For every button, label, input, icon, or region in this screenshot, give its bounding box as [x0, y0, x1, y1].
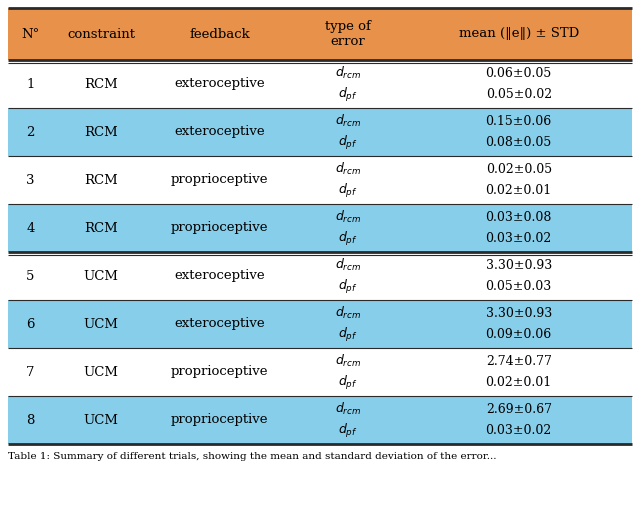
FancyBboxPatch shape: [8, 60, 632, 108]
Text: 6: 6: [26, 317, 35, 331]
Text: $d_{pf}$: $d_{pf}$: [338, 182, 358, 200]
Text: $d_{pf}$: $d_{pf}$: [338, 374, 358, 392]
Text: 3.30±0.93: 3.30±0.93: [486, 307, 552, 320]
Text: 2.74±0.77: 2.74±0.77: [486, 355, 552, 368]
FancyBboxPatch shape: [8, 300, 632, 348]
FancyBboxPatch shape: [8, 8, 632, 60]
Text: 7: 7: [26, 366, 35, 378]
Text: exteroceptive: exteroceptive: [175, 269, 265, 283]
FancyBboxPatch shape: [8, 204, 632, 252]
Text: exteroceptive: exteroceptive: [175, 77, 265, 91]
Text: $d_{pf}$: $d_{pf}$: [338, 134, 358, 152]
FancyBboxPatch shape: [8, 348, 632, 396]
Text: constraint: constraint: [67, 28, 135, 40]
Text: 2: 2: [26, 125, 35, 139]
FancyBboxPatch shape: [8, 396, 632, 444]
Text: $d_{rcm}$: $d_{rcm}$: [335, 66, 361, 81]
Text: 3.30±0.93: 3.30±0.93: [486, 259, 552, 272]
Text: UCM: UCM: [84, 414, 119, 426]
Text: 0.02±0.05: 0.02±0.05: [486, 163, 552, 176]
Text: 0.02±0.01: 0.02±0.01: [486, 184, 552, 197]
Text: $d_{pf}$: $d_{pf}$: [338, 421, 358, 440]
Text: exteroceptive: exteroceptive: [175, 317, 265, 331]
Text: proprioceptive: proprioceptive: [171, 366, 269, 378]
Text: 3: 3: [26, 174, 35, 186]
Text: $d_{rcm}$: $d_{rcm}$: [335, 161, 361, 178]
Text: 0.05±0.03: 0.05±0.03: [486, 280, 552, 293]
Text: 0.15±0.06: 0.15±0.06: [486, 115, 552, 128]
Text: $d_{pf}$: $d_{pf}$: [338, 278, 358, 295]
FancyBboxPatch shape: [8, 156, 632, 204]
Text: exteroceptive: exteroceptive: [175, 125, 265, 139]
FancyBboxPatch shape: [8, 252, 632, 300]
Text: proprioceptive: proprioceptive: [171, 174, 269, 186]
Text: 0.05±0.02: 0.05±0.02: [486, 88, 552, 101]
Text: $d_{rcm}$: $d_{rcm}$: [335, 401, 361, 417]
Text: 0.03±0.02: 0.03±0.02: [486, 232, 552, 245]
Text: N°: N°: [21, 28, 40, 40]
Text: proprioceptive: proprioceptive: [171, 222, 269, 234]
Text: UCM: UCM: [84, 317, 119, 331]
Text: 5: 5: [26, 269, 35, 283]
Text: $d_{pf}$: $d_{pf}$: [338, 86, 358, 103]
Text: $d_{rcm}$: $d_{rcm}$: [335, 305, 361, 322]
Text: $d_{rcm}$: $d_{rcm}$: [335, 209, 361, 225]
Text: RCM: RCM: [84, 125, 118, 139]
Text: Table 1: Summary of different trials, showing the mean and standard deviation of: Table 1: Summary of different trials, sh…: [8, 452, 497, 461]
Text: $d_{rcm}$: $d_{rcm}$: [335, 258, 361, 273]
Text: proprioceptive: proprioceptive: [171, 414, 269, 426]
Text: RCM: RCM: [84, 174, 118, 186]
Text: UCM: UCM: [84, 366, 119, 378]
Text: UCM: UCM: [84, 269, 119, 283]
Text: 4: 4: [26, 222, 35, 234]
Text: $d_{rcm}$: $d_{rcm}$: [335, 113, 361, 130]
Text: 0.03±0.08: 0.03±0.08: [486, 211, 552, 224]
Text: $d_{pf}$: $d_{pf}$: [338, 229, 358, 248]
Text: RCM: RCM: [84, 222, 118, 234]
Text: feedback: feedback: [189, 28, 250, 40]
Text: mean (‖e‖) ± STD: mean (‖e‖) ± STD: [459, 28, 579, 40]
Text: $d_{rcm}$: $d_{rcm}$: [335, 353, 361, 370]
Text: 0.06±0.05: 0.06±0.05: [486, 67, 552, 80]
FancyBboxPatch shape: [8, 108, 632, 156]
Text: 8: 8: [26, 414, 35, 426]
Text: 0.03±0.02: 0.03±0.02: [486, 424, 552, 437]
Text: $d_{pf}$: $d_{pf}$: [338, 326, 358, 344]
Text: RCM: RCM: [84, 77, 118, 91]
Text: 0.09±0.06: 0.09±0.06: [486, 328, 552, 341]
Text: type of
error: type of error: [325, 20, 371, 48]
Text: 1: 1: [26, 77, 35, 91]
Text: 0.08±0.05: 0.08±0.05: [486, 136, 552, 149]
Text: 0.02±0.01: 0.02±0.01: [486, 376, 552, 389]
Text: 2.69±0.67: 2.69±0.67: [486, 403, 552, 416]
